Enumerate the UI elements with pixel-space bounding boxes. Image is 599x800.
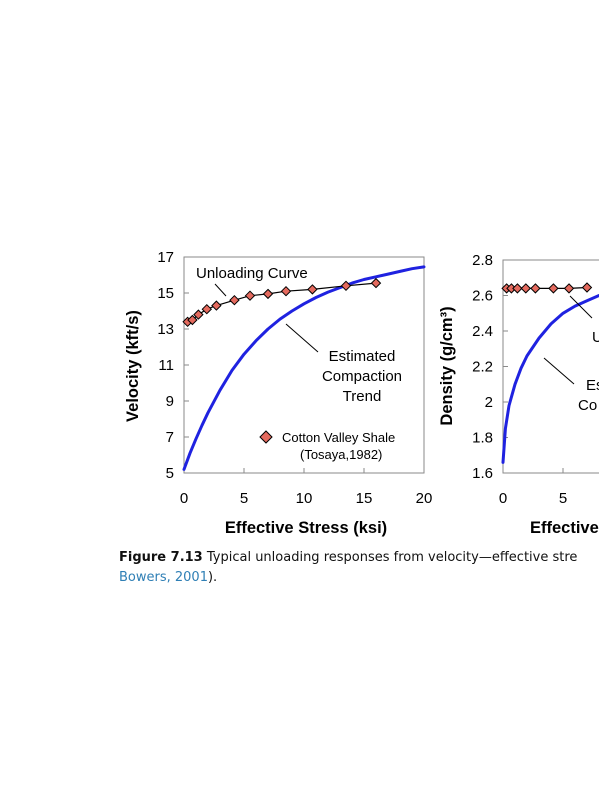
density-y-tick-label: 2.4 [472,323,493,340]
density-y-tick-label: 2.8 [472,252,493,269]
velocity-x-tick-label: 15 [356,490,373,507]
unloading-curve-annotation: Unloading Curve [196,265,308,282]
density-x-tick-label: 0 [499,490,507,507]
velocity-data-point [262,288,274,300]
velocity-data-point [307,284,318,295]
caption-line-1: Figure 7.13 Typical unloading responses … [119,548,589,568]
velocity-y-tick-label: 5 [166,465,174,482]
density-data-point [530,283,541,294]
caption-tail: ). [207,570,218,585]
density-chart: 1.6 1.8 2 2.2 2.4 2.6 2.8 0 5 Effective Density… [438,252,599,537]
velocity-data-point [280,285,292,297]
velocity-y-tick-label: 7 [166,429,174,446]
velocity-data-point [244,290,256,301]
density-y-tick-label: 2.6 [472,288,493,305]
velocity-data-point [193,309,204,320]
legend-diamond-marker [259,430,273,444]
density-y-tick-label: 1.8 [472,430,493,447]
velocity-compaction-trend-line [182,265,426,471]
velocity-data-point [229,294,240,306]
caption-figure-label: Figure 7.13 [119,550,203,565]
figure-caption: Figure 7.13 Typical unloading responses … [119,548,589,588]
density-compaction-trend-line [501,294,599,464]
density-annotation-es: Es [586,377,599,394]
density-y-tick-label: 2 [485,394,493,411]
legend-entry-name: Cotton Valley Shale [282,430,395,445]
velocity-data-point [201,303,213,315]
velocity-data-point [211,300,222,311]
trend-annotation: Trend [343,388,382,405]
velocity-x-axis-label: Effective Stress (ksi) [225,519,387,537]
velocity-y-tick-label: 15 [157,285,174,302]
density-data-point [512,283,523,294]
legend-entry-source: (Tosaya,1982) [300,447,382,462]
density-unloading-leader [569,295,593,319]
velocity-y-tick-label: 11 [158,357,174,374]
density-y-axis-label: Density (g/cm³) [438,306,456,425]
density-data-point [581,282,593,293]
velocity-y-tick-label: 13 [157,321,174,338]
density-x-axis-label: Effective [530,519,599,537]
velocity-y-tick-label: 17 [157,249,174,266]
velocity-legend: Cotton Valley Shale (Tosaya,1982) [259,430,395,462]
velocity-y-tick-label: 9 [166,393,174,410]
density-data-point [563,283,575,294]
velocity-x-tick-label: 0 [180,490,188,507]
density-x-tick-label: 5 [559,490,567,507]
caption-reference-link[interactable]: Bowers, 2001 [119,570,208,585]
velocity-x-tick-label: 10 [296,490,313,507]
density-y-tick-label: 1.6 [472,465,493,482]
velocity-data-point [187,314,198,326]
density-data-point [548,283,559,294]
density-compaction-leader [543,357,575,385]
estimated-annotation: Estimated [329,348,396,365]
unloading-curve-leader [214,283,227,297]
velocity-data-point [370,277,382,289]
velocity-data-point [340,280,352,292]
caption-text: Typical unloading responses from velocit… [202,550,578,565]
density-data-point [520,283,532,294]
velocity-x-tick-label: 20 [416,490,433,507]
velocity-x-tick-label: 5 [240,490,248,507]
caption-line-2: Bowers, 2001). [119,568,589,588]
density-y-tick-label: 2.2 [472,359,493,376]
compaction-annotation: Compaction [322,368,402,385]
density-annotation-co: Co [578,397,597,414]
velocity-y-axis-label: Velocity (kft/s) [124,310,142,422]
density-annotation-u: U [592,329,599,346]
compaction-trend-leader [285,323,319,353]
